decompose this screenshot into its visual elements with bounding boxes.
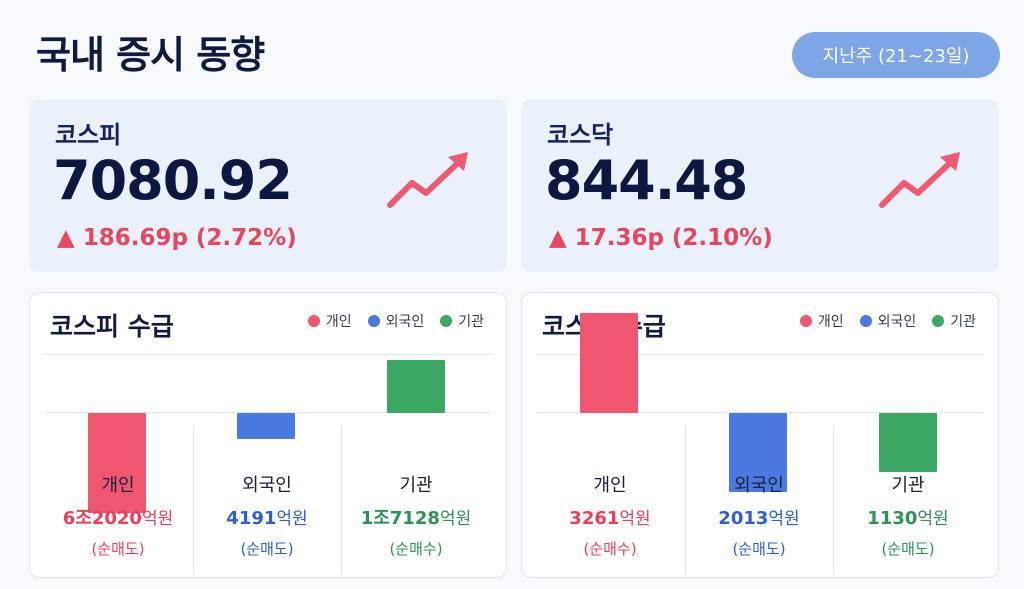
- gridline: [536, 354, 984, 355]
- bar-foreign[interactable]: [237, 413, 295, 439]
- trade-direction: (순매도): [240, 540, 294, 558]
- column-divider: [833, 425, 834, 575]
- kosdaq-flow-card: 코스닥 수급 개인 외국인 기관 개인 외국인 기관 3261억원 2013억원…: [521, 292, 999, 578]
- legend-item-individual: 개인: [307, 311, 352, 331]
- kospi-index-card: 코스피 7080.92 ▲ 186.69p (2.72%): [29, 99, 507, 272]
- trade-direction: (순매도): [881, 540, 935, 558]
- investor-label: 외국인: [242, 475, 292, 496]
- index-value: 7080.92: [53, 149, 293, 212]
- gridline: [44, 354, 492, 355]
- trend-up-arrow-icon: [879, 152, 960, 208]
- investor-amount: 6조2020억원: [62, 508, 174, 529]
- investor-label: 개인: [101, 475, 135, 496]
- index-change: ▲ 186.69p (2.72%): [57, 225, 297, 251]
- investor-amount: 4191억원: [226, 508, 308, 529]
- foreign-dot-icon: [859, 315, 872, 327]
- investor-label: 기관: [399, 475, 433, 496]
- bar-institution[interactable]: [387, 360, 445, 413]
- trade-direction: (순매도): [91, 540, 145, 558]
- index-name: 코스닥: [547, 121, 614, 149]
- bar-individual[interactable]: [580, 313, 638, 413]
- index-value: 844.48: [545, 149, 748, 212]
- index-name: 코스피: [55, 121, 122, 149]
- zero-line: [44, 412, 492, 413]
- legend-item-foreign: 외국인: [367, 311, 424, 331]
- flow-title: 코스피 수급: [50, 312, 174, 341]
- bar-individual[interactable]: [88, 413, 146, 513]
- kosdaq-index-card: 코스닥 844.48 ▲ 17.36p (2.10%): [521, 99, 999, 272]
- legend-item-individual: 개인: [799, 311, 844, 331]
- investor-amount: 1조7128억원: [360, 508, 472, 529]
- page-title: 국내 증시 동향: [36, 33, 265, 77]
- investor-amount: 1130억원: [867, 508, 949, 529]
- legend: 개인 외국인 기관: [799, 311, 976, 331]
- trade-direction: (순매수): [583, 540, 637, 558]
- period-badge[interactable]: 지난주 (21~23일): [792, 32, 1000, 78]
- column-divider: [685, 425, 686, 575]
- zero-line: [536, 412, 984, 413]
- investor-label: 기관: [891, 475, 925, 496]
- legend-item-institution: 기관: [440, 311, 484, 331]
- trade-direction: (순매수): [389, 540, 443, 558]
- kospi-flow-card: 코스피 수급 개인 외국인 기관 개인 외국인 기관 6조2020억원 4191…: [29, 292, 507, 578]
- legend: 개인 외국인 기관: [307, 311, 484, 331]
- investor-label: 개인: [593, 475, 627, 496]
- individual-dot-icon: [799, 315, 812, 327]
- trend-up-arrow-icon: [387, 152, 468, 208]
- investor-label: 외국인: [734, 475, 784, 496]
- institution-dot-icon: [440, 315, 453, 327]
- column-divider: [341, 425, 342, 575]
- foreign-dot-icon: [367, 315, 380, 327]
- legend-item-institution: 기관: [932, 311, 976, 331]
- investor-amount: 3261억원: [569, 508, 651, 529]
- index-change: ▲ 17.36p (2.10%): [549, 225, 773, 251]
- trade-direction: (순매도): [732, 540, 786, 558]
- institution-dot-icon: [932, 315, 945, 327]
- individual-dot-icon: [307, 315, 320, 327]
- column-divider: [193, 425, 194, 575]
- bar-foreign[interactable]: [729, 413, 787, 492]
- investor-amount: 2013억원: [718, 508, 800, 529]
- bar-institution[interactable]: [879, 413, 937, 472]
- legend-item-foreign: 외국인: [859, 311, 916, 331]
